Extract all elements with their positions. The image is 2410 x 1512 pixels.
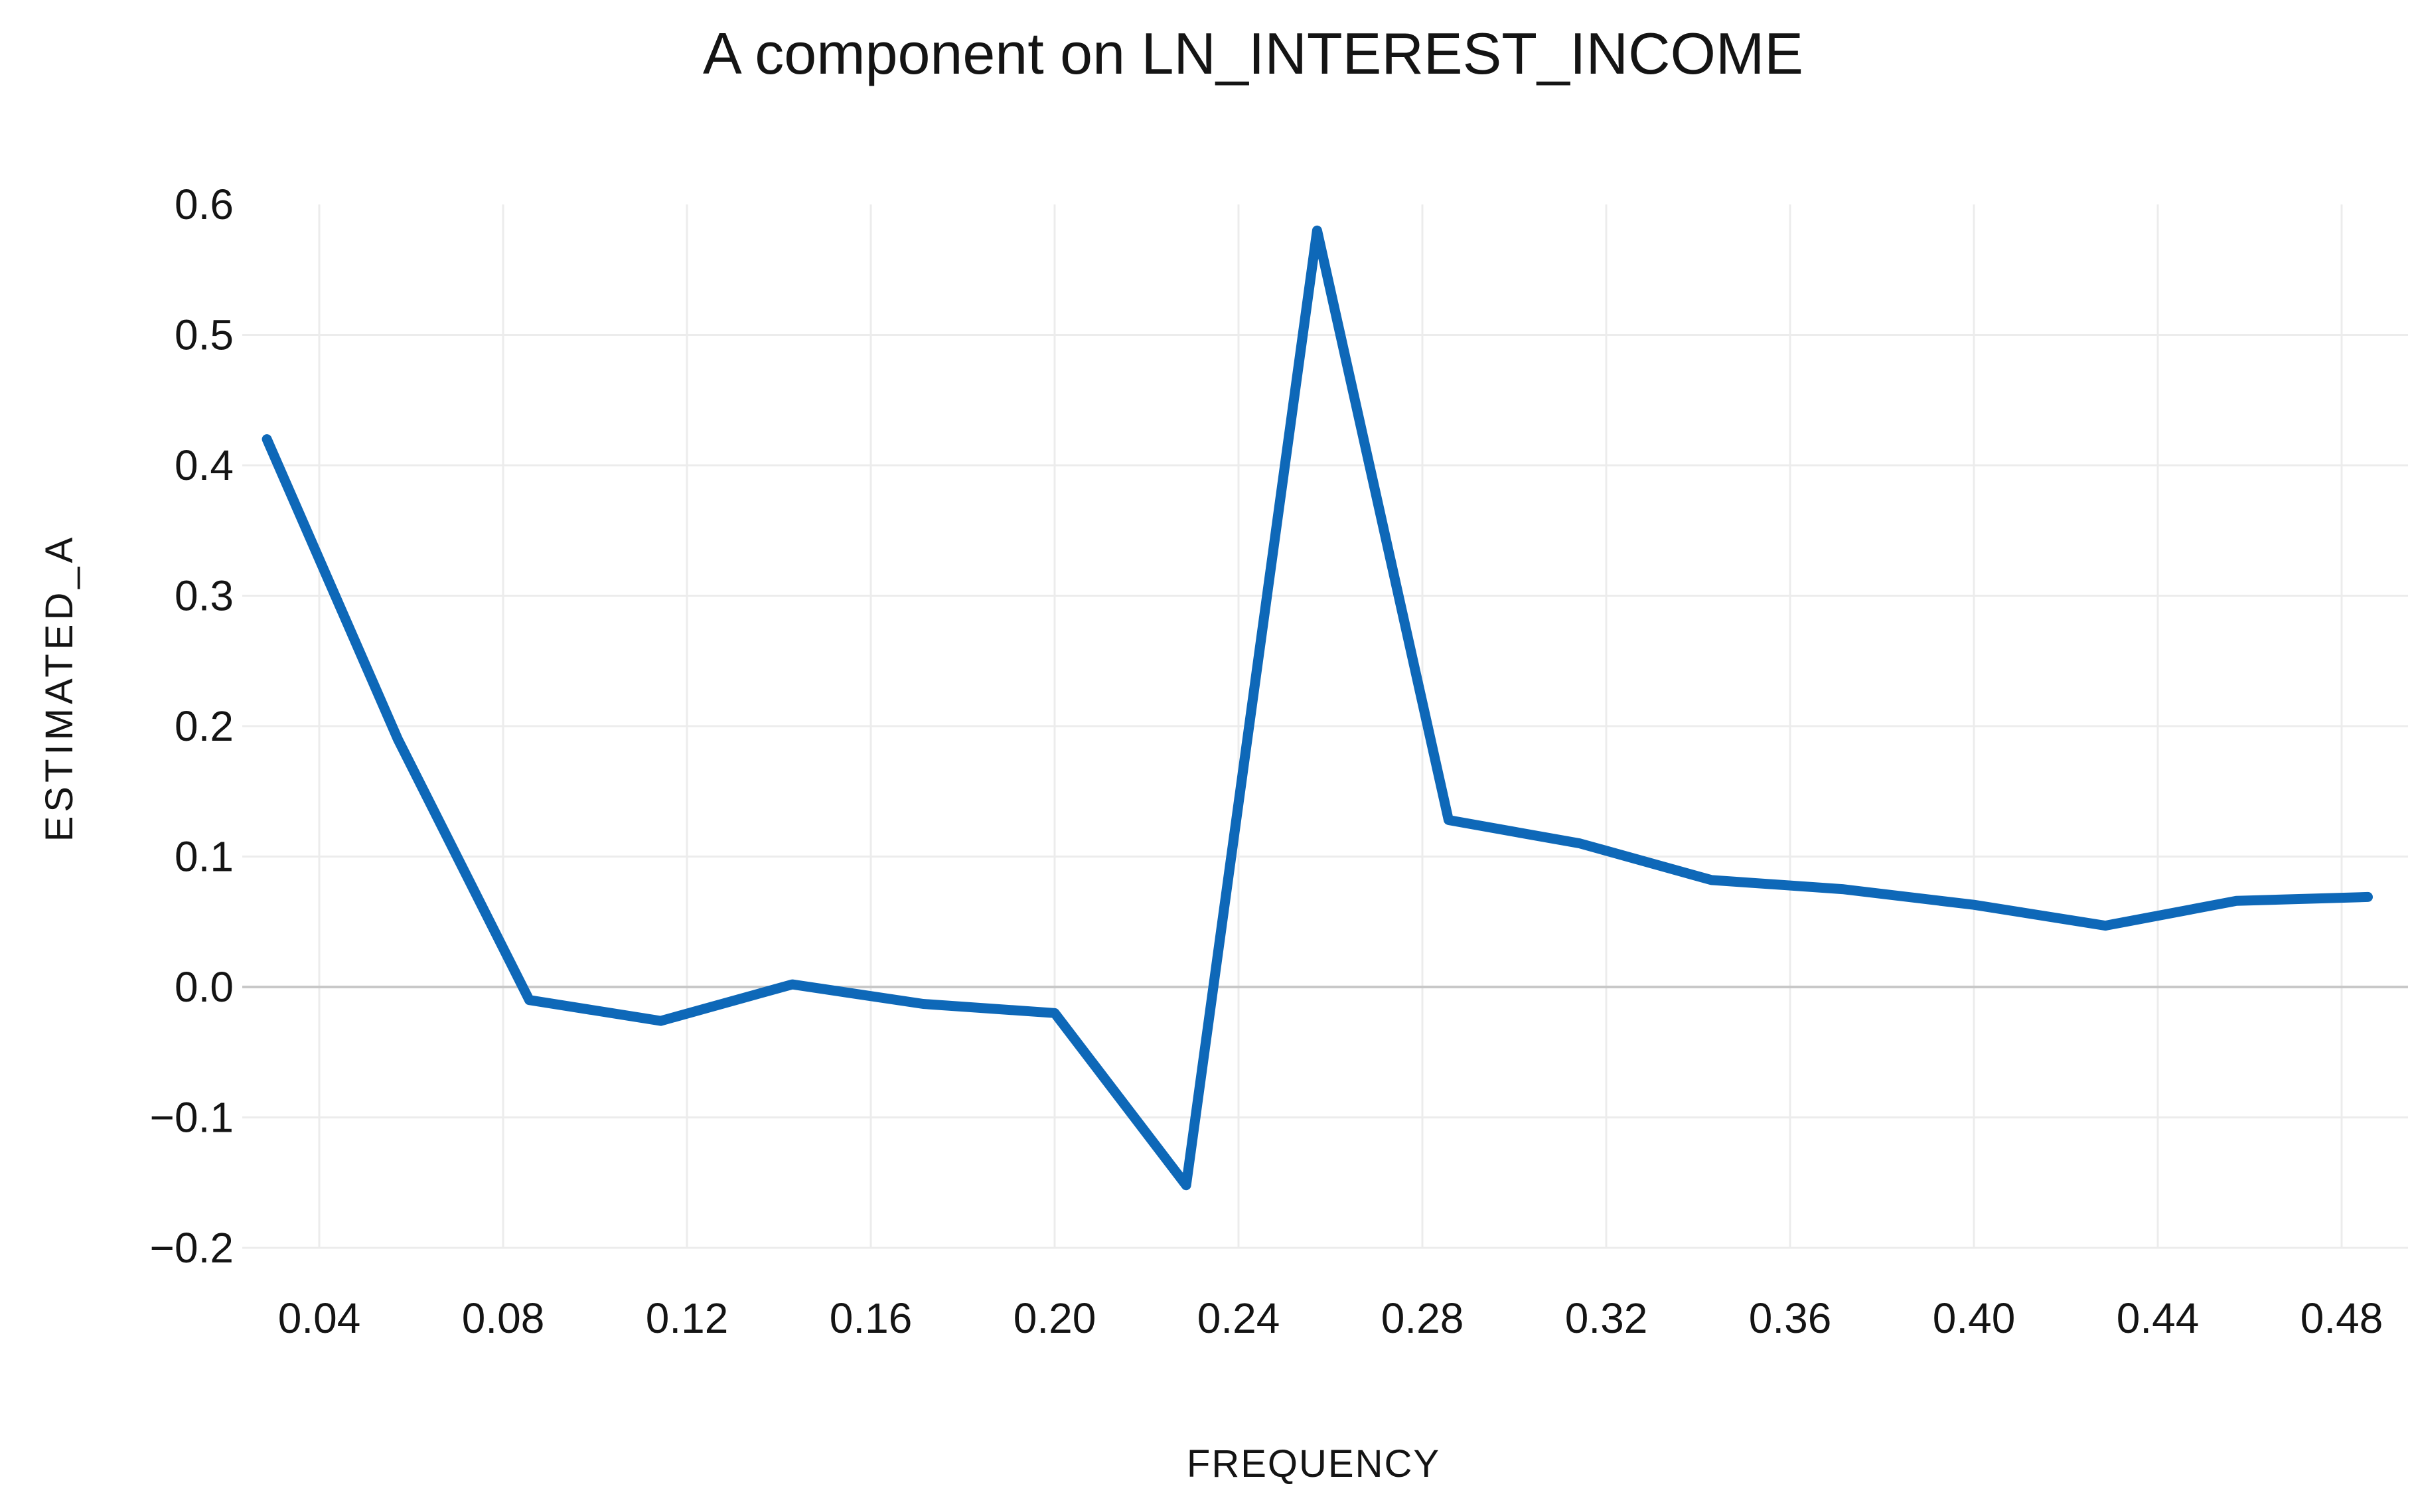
x-tick-label: 0.24: [1197, 1294, 1280, 1342]
x-tick-label: 0.08: [462, 1294, 545, 1342]
x-tick-label: 0.28: [1381, 1294, 1464, 1342]
vertical-gridlines: [318, 204, 2343, 1248]
y-tick-label: 0.1: [175, 833, 234, 881]
x-axis-tick-labels: 0.04 0.08 0.12 0.16 0.20 0.24 0.28 0.32 0.36 0.40…: [278, 1294, 2383, 1342]
y-tick-label: 0.2: [175, 702, 234, 750]
x-tick-label: 0.44: [2117, 1294, 2200, 1342]
y-tick-label: 0.3: [175, 572, 234, 620]
y-axis-title: ESTIMATED_A: [38, 533, 81, 842]
y-tick-label: 0.4: [175, 441, 234, 489]
horizontal-gridlines: [242, 334, 2408, 1249]
x-tick-label: 0.40: [1933, 1294, 2016, 1342]
x-tick-label: 0.48: [2300, 1294, 2383, 1342]
y-tick-label: 0.6: [175, 181, 234, 228]
y-tick-label: 0.0: [175, 963, 234, 1011]
x-axis-title: FREQUENCY: [1186, 1442, 1441, 1485]
y-tick-label: −0.2: [150, 1224, 234, 1272]
y-tick-label: −0.1: [150, 1094, 234, 1142]
x-tick-label: 0.04: [278, 1294, 361, 1342]
y-tick-label: 0.5: [175, 311, 234, 359]
x-tick-label: 0.36: [1749, 1294, 1832, 1342]
chart-title: A component on LN_INTEREST_INCOME: [703, 21, 1803, 86]
series-line-estimated-a: [262, 225, 2373, 1191]
x-tick-label: 0.16: [830, 1294, 913, 1342]
x-tick-label: 0.20: [1014, 1294, 1096, 1342]
y-axis-tick-labels: 0.6 0.5 0.4 0.3 0.2 0.1 0.0 −0.1 −0.2: [150, 181, 234, 1272]
x-tick-label: 0.12: [646, 1294, 729, 1342]
x-tick-label: 0.32: [1565, 1294, 1648, 1342]
